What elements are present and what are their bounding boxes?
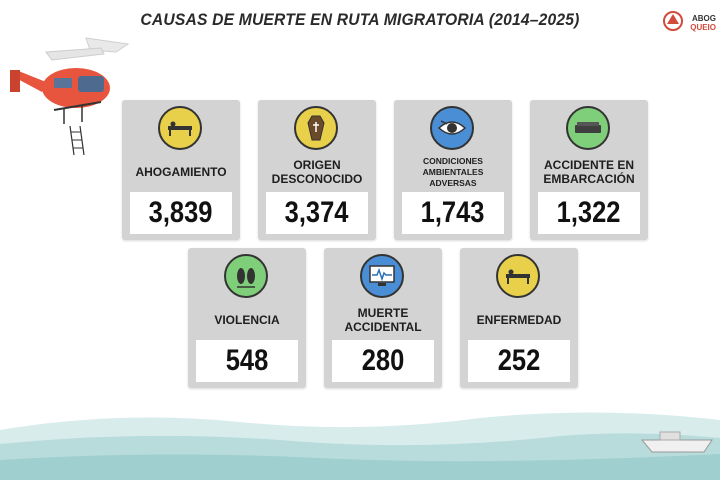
card-label: ACCIDENTE EN EMBARCACIÓN (543, 158, 635, 186)
card-label: ENFERMEDAD (476, 313, 562, 327)
page-title: CAUSAS DE MUERTE EN RUTA MIGRATORIA (201… (140, 10, 580, 29)
stretcher-icon (496, 254, 540, 298)
card-label: CONDICIONES AMBIENTALES ADVERSAS (422, 155, 484, 188)
eye-icon (430, 106, 474, 150)
card-muerte-accidental: MUERTE ACCIDENTAL 280 (324, 248, 442, 388)
card-value: 1,743 (402, 192, 504, 234)
card-ahogamiento: AHOGAMIENTO 3,839 (122, 100, 240, 240)
card-label: MUERTE ACCIDENTAL (344, 306, 422, 334)
logo-text-line2: QUEIO (690, 23, 716, 32)
card-value: 3,839 (130, 192, 232, 234)
rescue-helicopter-icon (10, 37, 130, 156)
card-value: 548 (196, 340, 298, 382)
card-value: 252 (468, 340, 570, 382)
stretcher-icon (158, 106, 202, 150)
sea-water-background (0, 412, 720, 480)
card-violencia: VIOLENCIA 548 (188, 248, 306, 388)
card-label: ORIGEN DESCONOCIDO (271, 158, 363, 186)
card-condiciones-ambientales: CONDICIONES AMBIENTALES ADVERSAS 1,743 (394, 100, 512, 240)
card-value: 3,374 (266, 192, 368, 234)
footprints-icon (224, 254, 268, 298)
card-value: 280 (332, 340, 434, 382)
card-label: AHOGAMIENTO (135, 165, 227, 179)
heart-monitor-icon (360, 254, 404, 298)
card-origen-desconocido: ORIGEN DESCONOCIDO 3,374 (258, 100, 376, 240)
logo-mark-icon (663, 11, 683, 31)
logo-text-line1: ABOG (692, 14, 716, 23)
logo: ABOG QUEIO (656, 4, 716, 34)
card-value: 1,322 (538, 192, 640, 234)
bed-icon (566, 106, 610, 150)
card-accidente-embarcacion: ACCIDENTE EN EMBARCACIÓN 1,322 (530, 100, 648, 240)
card-label: VIOLENCIA (214, 313, 280, 327)
card-enfermedad: ENFERMEDAD 252 (460, 248, 578, 388)
boat-icon (640, 431, 713, 453)
coffin-icon (294, 106, 338, 150)
